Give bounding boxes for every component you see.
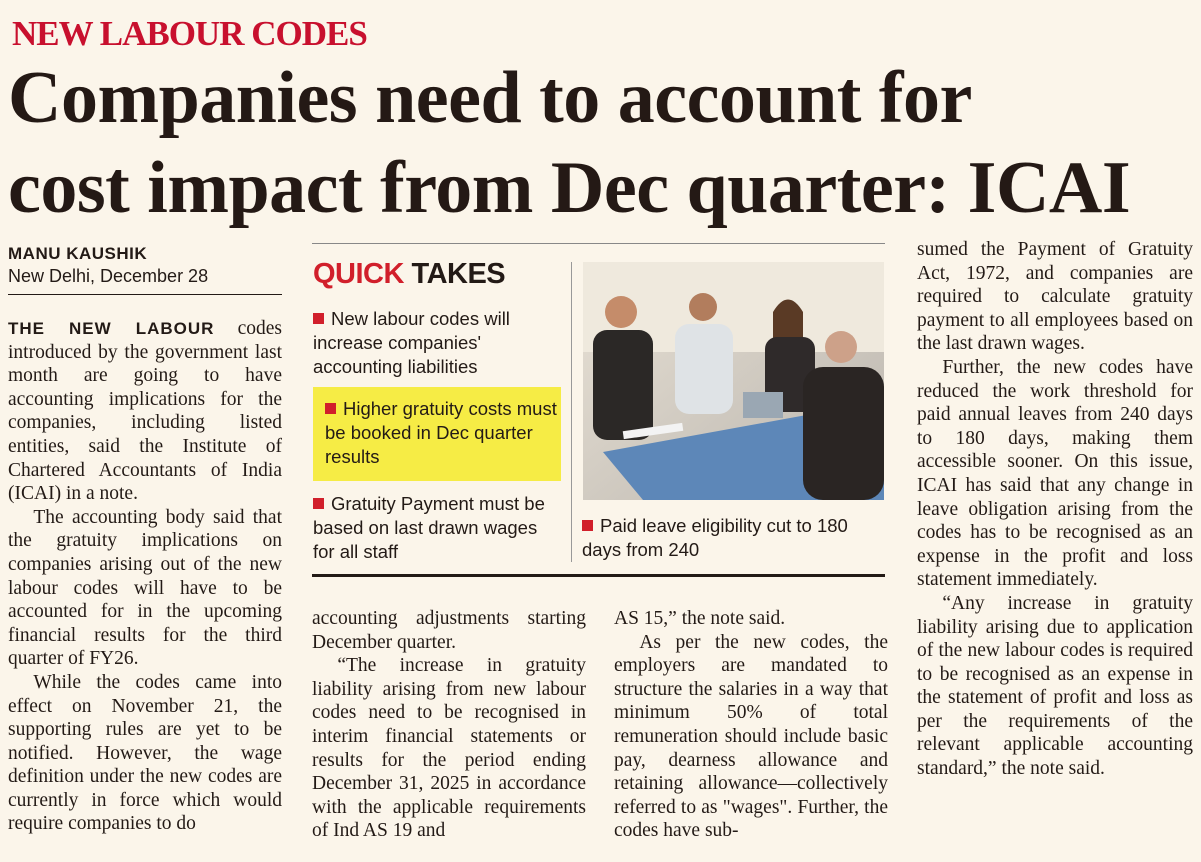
article-column: THE NEW LABOUR codes introduced by the g…: [8, 317, 282, 857]
paragraph: Further, the new codes have reduced the …: [917, 356, 1193, 591]
paragraph: AS 15,” the note said.: [614, 608, 786, 629]
quick-take: Higher gratuity costs must be booked in …: [325, 397, 557, 469]
text: Gratuity Payment must be based on last d…: [313, 493, 545, 562]
divider: [571, 262, 572, 562]
divider: [312, 574, 885, 577]
paragraph: sumed the Payment of Gratuity Act, 1972,…: [917, 239, 1193, 355]
highlight: [313, 387, 561, 481]
kicker: NEW LABOUR CODES: [12, 14, 368, 53]
photo-caption: Paid leave eligibility cut to 180 days f…: [582, 514, 882, 562]
article-column: AS 15,” the note said. As per the new co…: [614, 607, 888, 857]
text: Paid leave eligibility cut to 180 days f…: [582, 515, 848, 560]
headline: Companies need to account for: [8, 57, 972, 139]
headline: cost impact from Dec quarter: ICAI: [8, 147, 1131, 229]
quick-take: New labour codes will increase companies…: [313, 307, 563, 379]
lead-in: THE NEW LABOUR: [8, 319, 215, 338]
paragraph: As per the new codes, the employers are …: [614, 631, 888, 842]
paragraph: accounting adjustments starting December…: [312, 608, 586, 653]
text: codes introduced by the government last …: [8, 318, 282, 505]
divider: [312, 243, 885, 244]
text: New labour codes will increase companies…: [313, 308, 510, 377]
paragraph: The accounting body said that the gratui…: [8, 506, 282, 670]
quick-takes-title: QUICK TAKES: [313, 258, 506, 291]
text: Higher gratuity costs must be booked in …: [325, 398, 557, 467]
article-column: sumed the Payment of Gratuity Act, 1972,…: [917, 238, 1193, 858]
dateline: New Delhi, December 28: [8, 266, 209, 286]
paragraph: While the codes came into effect on Nove…: [8, 671, 282, 835]
title: TAKES: [411, 258, 506, 290]
title-accent: QUICK: [313, 258, 404, 290]
photo: [583, 262, 884, 500]
article-column: accounting adjustments starting December…: [312, 607, 586, 857]
paragraph: “The increase in gratuity liability aris…: [312, 655, 586, 842]
paragraph: THE NEW LABOUR codes introduced by the g…: [8, 317, 282, 506]
quick-take: Gratuity Payment must be based on last d…: [313, 492, 563, 564]
divider: [8, 294, 282, 295]
paragraph: “Any increase in gratuity liability aris…: [917, 592, 1193, 780]
byline: MANU KAUSHIK: [8, 244, 148, 263]
